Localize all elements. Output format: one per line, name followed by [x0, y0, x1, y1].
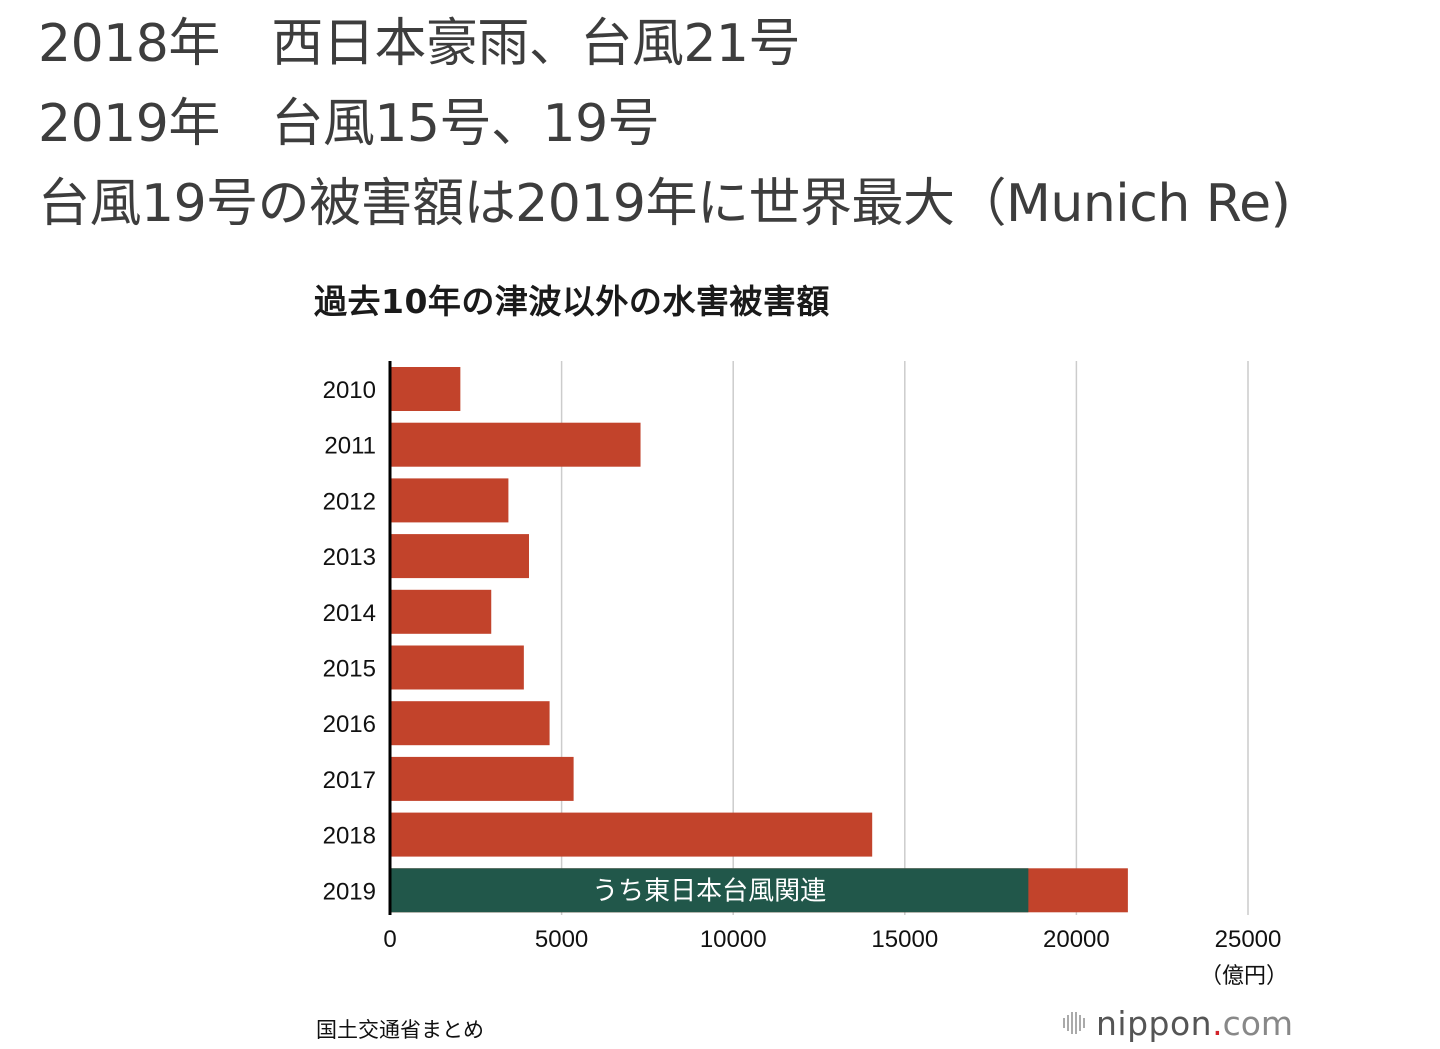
category-label-2016: 2016: [323, 711, 376, 738]
bar-2018: [390, 812, 873, 857]
category-label-2011: 2011: [324, 433, 376, 460]
highlight-bar-2019: [390, 868, 1029, 913]
brand-tld: com: [1222, 1003, 1294, 1043]
bar-2016: [390, 701, 550, 746]
bar-2014: [390, 589, 492, 634]
x-tick-label-20000: 20000: [1043, 926, 1110, 953]
chart-title: 過去10年の津波以外の水害被害額: [314, 282, 830, 321]
category-label-2010: 2010: [323, 377, 376, 404]
nippon-logo-icon: [1063, 1012, 1085, 1034]
headline-line-1: 2018年 西日本豪雨、台風21号: [38, 14, 801, 74]
source-note: 国土交通省まとめ: [316, 1018, 484, 1042]
category-label-2013: 2013: [323, 544, 376, 571]
category-label-2012: 2012: [323, 488, 376, 515]
bar-2011: [390, 422, 641, 467]
category-label-2017: 2017: [323, 767, 376, 794]
x-tick-label-0: 0: [383, 926, 396, 953]
bar-2010: [390, 367, 461, 411]
category-label-2018: 2018: [323, 823, 376, 850]
x-tick-label-25000: 25000: [1215, 926, 1282, 953]
brand-name: nippon: [1096, 1003, 1213, 1043]
bar-2017: [390, 756, 574, 801]
category-label-2015: 2015: [323, 656, 376, 683]
brand-logo: nippon. com: [1062, 1003, 1293, 1043]
brand-dot: .: [1212, 1003, 1223, 1043]
category-label-2014: 2014: [323, 600, 376, 627]
x-tick-label-15000: 15000: [871, 926, 938, 953]
headline-line-3: 台風19号の被害額は2019年に世界最大（Munich Re): [38, 174, 1291, 234]
bar-2012: [390, 478, 509, 523]
x-tick-label-5000: 5000: [535, 926, 588, 953]
unit-label: （億円）: [1200, 964, 1288, 989]
bar-2013: [390, 534, 529, 579]
category-label-2019: 2019: [323, 878, 376, 905]
highlight-label: うち東日本台風関連: [592, 876, 826, 906]
bar-2015: [390, 645, 524, 690]
x-tick-label-10000: 10000: [700, 926, 767, 953]
headline-line-2: 2019年 台風15号、19号: [38, 94, 660, 154]
